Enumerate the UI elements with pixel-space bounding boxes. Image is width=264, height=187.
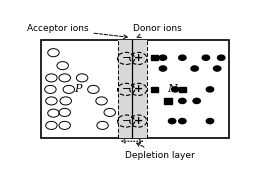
- Text: P: P: [74, 84, 82, 94]
- Text: N: N: [167, 84, 177, 94]
- Circle shape: [191, 66, 198, 71]
- Circle shape: [214, 66, 221, 71]
- Circle shape: [159, 66, 167, 71]
- Circle shape: [179, 98, 186, 104]
- Circle shape: [202, 55, 210, 60]
- Text: −: −: [121, 116, 131, 126]
- Text: +: +: [134, 116, 143, 126]
- Text: +: +: [134, 84, 143, 94]
- Bar: [151, 55, 158, 60]
- Circle shape: [193, 98, 200, 104]
- Circle shape: [172, 87, 179, 92]
- Text: −: −: [121, 53, 131, 63]
- Circle shape: [206, 87, 214, 92]
- Bar: [179, 87, 186, 92]
- Circle shape: [179, 55, 186, 60]
- Bar: [118, 40, 147, 138]
- Circle shape: [159, 55, 167, 60]
- Circle shape: [218, 55, 225, 60]
- Text: −: −: [121, 84, 131, 94]
- Circle shape: [179, 119, 186, 124]
- Bar: [151, 87, 158, 92]
- Text: Donor ions: Donor ions: [133, 24, 182, 37]
- Bar: [164, 98, 172, 104]
- Circle shape: [168, 119, 176, 124]
- Text: Depletion layer: Depletion layer: [125, 143, 195, 160]
- Text: +: +: [134, 53, 143, 63]
- Circle shape: [206, 119, 214, 124]
- Text: Acceptor ions: Acceptor ions: [27, 24, 127, 39]
- Bar: [41, 40, 229, 138]
